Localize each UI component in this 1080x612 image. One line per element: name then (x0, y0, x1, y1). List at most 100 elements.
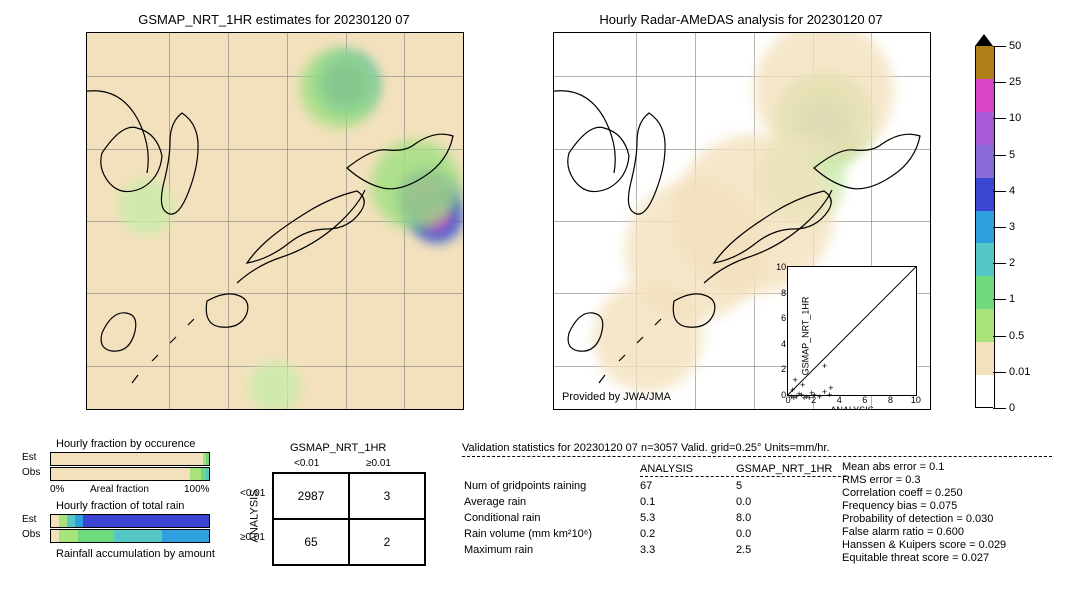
colorbar-segment (975, 211, 995, 244)
lon-tick: 135°E (739, 409, 769, 410)
validation-cell: 67 (640, 479, 734, 493)
lon-tick: 140°E (330, 409, 360, 410)
validation-stat: Frequency bias = 0.075 (842, 500, 1006, 512)
colorbar-segment (975, 79, 995, 112)
colorbar-label: 0.01 (993, 366, 1030, 378)
contingency-cell: 2987 (273, 473, 349, 519)
bar-segment (190, 468, 201, 480)
colorbar-segment (975, 375, 995, 408)
contingency-cell: 3 (349, 473, 425, 519)
contingency-table: 29873652 (272, 472, 426, 566)
bar-row-label: Est (22, 514, 36, 525)
scatter-point: + (790, 385, 794, 389)
scatter-point: + (817, 392, 821, 396)
scatter-point: + (828, 383, 832, 387)
colorbar-segment (975, 309, 995, 342)
validation-stat: Correlation coeff = 0.250 (842, 487, 1006, 499)
fraction-bar (50, 467, 210, 481)
coastline (87, 33, 463, 409)
colorbar-label: 0 (993, 402, 1015, 414)
colorbar-segment (975, 112, 995, 145)
scatter-point: + (822, 361, 826, 365)
bar-segment (51, 468, 190, 480)
inset-xlabel: ANALYSIS (830, 405, 873, 410)
map-credit: Provided by JWA/JMA (562, 391, 671, 403)
colorbar-label: 25 (993, 76, 1021, 88)
validation-col-header (464, 462, 638, 477)
bar-segment (67, 515, 75, 527)
bar-axis-tick: 100% (184, 484, 210, 495)
validation-cell: Average rain (464, 495, 638, 509)
validation-stat: False alarm ratio = 0.600 (842, 526, 1006, 538)
bar-segment (162, 530, 209, 542)
validation-stat: Probability of detection = 0.030 (842, 513, 1006, 525)
bar-segment (83, 515, 209, 527)
inset-ytick: 0 (781, 390, 788, 400)
bar-segment (51, 515, 59, 527)
bar-segment (75, 515, 83, 527)
colorbar-label: 0.5 (993, 330, 1024, 342)
validation-table: ANALYSISGSMAP_NRT_1HRNum of gridpoints r… (462, 460, 848, 559)
scatter-inset: ++++++++++++++++++00224466881010ANALYSIS… (787, 266, 917, 396)
contingency-cell: 2 (349, 519, 425, 565)
map-title: Hourly Radar-AMeDAS analysis for 2023012… (553, 12, 929, 27)
scatter-point: + (793, 375, 797, 379)
validation-cell: Maximum rain (464, 543, 638, 557)
colorbar: 502510543210.50.010 (975, 46, 993, 408)
lon-tick: 125°E (621, 409, 651, 410)
validation-col-header: ANALYSIS (640, 462, 734, 477)
contingency-col-label: <0.01 (294, 458, 319, 469)
inset-xtick: 10 (911, 395, 921, 405)
lon-tick: 140°E (797, 409, 827, 410)
lon-tick: 135°E (272, 409, 302, 410)
lon-tick: 125°E (154, 409, 184, 410)
validation-cell: 0.1 (640, 495, 734, 509)
bar-axis-label: Areal fraction (90, 484, 149, 495)
bar-section-title: Hourly fraction of total rain (56, 500, 184, 512)
inset-ytick: 4 (781, 339, 788, 349)
scatter-point: + (822, 387, 826, 391)
colorbar-label: 10 (993, 112, 1021, 124)
colorbar-segment (975, 145, 995, 178)
bar-row-label: Obs (22, 467, 40, 478)
validation-cell: 5.3 (640, 511, 734, 525)
colorbar-segment (975, 243, 995, 276)
bar-segment (114, 530, 161, 542)
validation-cell: 3.3 (640, 543, 734, 557)
lon-tick: 145°E (856, 409, 886, 410)
contingency-title: GSMAP_NRT_1HR (290, 442, 386, 454)
bar-segment (51, 453, 203, 465)
contingency-row-label: <0.01 (240, 488, 265, 499)
colorbar-label: 1 (993, 293, 1015, 305)
bar-segment (206, 468, 209, 480)
colorbar-segment (975, 276, 995, 309)
lon-tick: 130°E (213, 409, 243, 410)
colorbar-segment (975, 178, 995, 211)
validation-cell: 5 (736, 479, 846, 493)
inset-ytick: 8 (781, 288, 788, 298)
bar-segment (59, 515, 67, 527)
contingency-row-label: ≥0.01 (240, 532, 265, 543)
colorbar-segment (975, 46, 995, 79)
scatter-point: + (812, 390, 816, 394)
bar-row-label: Est (22, 452, 36, 463)
bar-segment (206, 453, 209, 465)
inset-ytick: 10 (776, 262, 788, 272)
inset-xtick: 8 (888, 395, 893, 405)
validation-cell: 0.0 (736, 495, 846, 509)
validation-cell: 2.5 (736, 543, 846, 557)
map-right: 25°N30°N35°N40°N45°N125°E130°E135°E140°E… (553, 32, 931, 410)
inset-xtick: 2 (811, 395, 816, 405)
colorbar-label: 4 (993, 185, 1015, 197)
lon-tick: 130°E (680, 409, 710, 410)
validation-cell: 0.0 (736, 527, 846, 541)
contingency-cell: 65 (273, 519, 349, 565)
fraction-bar (50, 514, 210, 528)
colorbar-arrow-icon (975, 34, 993, 46)
validation-stat: Mean abs error = 0.1 (842, 461, 1006, 473)
bar-section-title: Rainfall accumulation by amount (56, 548, 215, 560)
validation-cell: 0.2 (640, 527, 734, 541)
bar-segment (78, 530, 114, 542)
fraction-bar (50, 452, 210, 466)
bar-segment (59, 530, 78, 542)
